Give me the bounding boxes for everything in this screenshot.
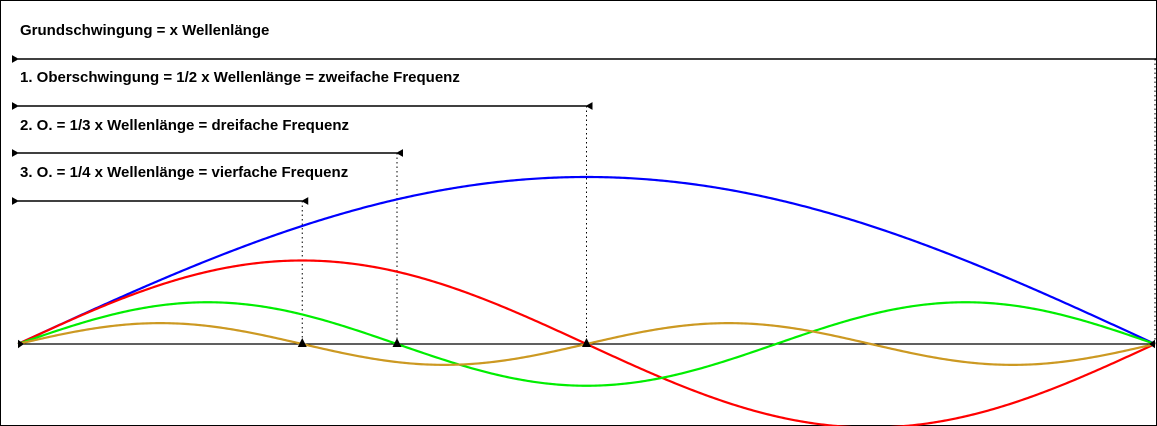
node-marker bbox=[392, 338, 402, 347]
node-marker bbox=[18, 339, 24, 349]
dimension-lines bbox=[12, 55, 1157, 205]
label-harmonic-3: 3. O. = 1/4 x Wellenlänge = vierfache Fr… bbox=[20, 164, 349, 181]
dimension-arrow-start-fundamental bbox=[12, 55, 19, 63]
node-marker bbox=[297, 338, 307, 347]
dimension-arrow-start-harmonic2 bbox=[12, 149, 19, 157]
label-harmonic-2: 2. O. = 1/3 x Wellenlänge = dreifache Fr… bbox=[20, 117, 350, 134]
label-harmonic-1: 1. Oberschwingung = 1/2 x Wellenlänge = … bbox=[20, 69, 460, 86]
wave-harmonic2 bbox=[17, 301, 1156, 387]
dimension-arrow-start-harmonic3 bbox=[12, 197, 19, 205]
wave-fundamental bbox=[17, 175, 1156, 345]
dimension-arrow-end-harmonic2 bbox=[396, 149, 403, 157]
node-marker bbox=[582, 338, 591, 347]
dimension-arrow-end-harmonic3 bbox=[301, 197, 309, 205]
node-markers bbox=[18, 338, 1155, 349]
label-fundamental: Grundschwingung = x Wellenlänge bbox=[20, 22, 270, 39]
node-marker bbox=[1149, 339, 1155, 349]
dimension-arrow-end-harmonic1 bbox=[585, 102, 593, 110]
dimension-arrow-start-harmonic1 bbox=[12, 102, 19, 110]
